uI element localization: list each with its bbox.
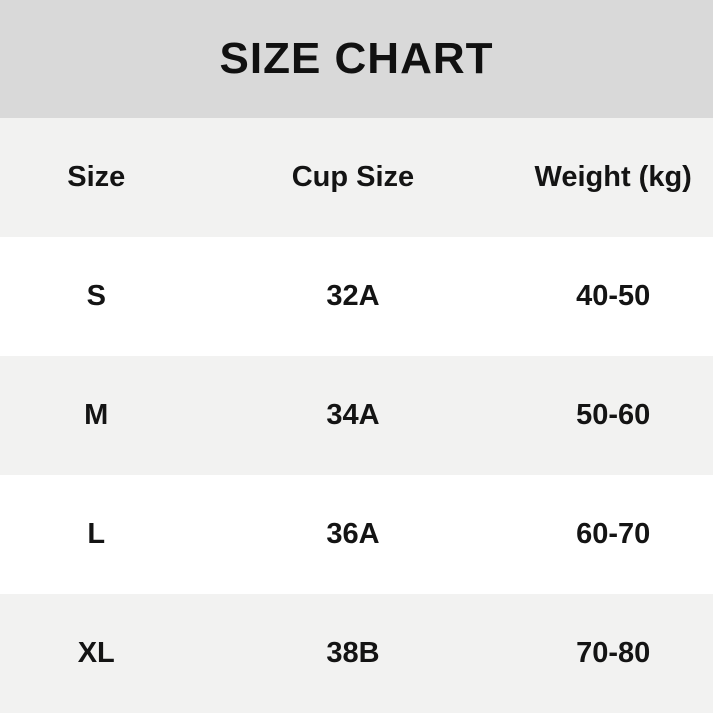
table-row-l: L 36A 60-70 (0, 475, 713, 594)
cell-weight: 50-60 (576, 399, 651, 431)
column-header-cup-size: Cup Size (291, 161, 415, 193)
table-header-row: Size Cup Size Weight (kg) (0, 118, 713, 237)
table-row-m: M 34A 50-60 (0, 356, 713, 475)
cell-cup-size: 38B (326, 637, 380, 669)
cell-weight: 70-80 (576, 637, 651, 669)
cell-cup-size: 34A (326, 399, 380, 431)
table-row-xl: XL 38B 70-80 (0, 594, 713, 713)
column-header-weight: Weight (kg) (534, 161, 692, 193)
size-table: Size Cup Size Weight (kg) S 32A 40-50 M … (0, 118, 713, 713)
cell-size: L (87, 518, 106, 550)
cell-weight: 60-70 (576, 518, 651, 550)
cell-weight: 40-50 (576, 280, 651, 312)
cell-cup-size: 36A (326, 518, 380, 550)
cell-size: S (86, 280, 106, 312)
title-band: SIZE CHART (0, 0, 713, 118)
column-header-size: Size (67, 161, 126, 193)
cell-size: XL (77, 637, 115, 669)
page-title: SIZE CHART (219, 34, 494, 83)
cell-cup-size: 32A (326, 280, 380, 312)
cell-size: M (84, 399, 109, 431)
table-row-s: S 32A 40-50 (0, 237, 713, 356)
